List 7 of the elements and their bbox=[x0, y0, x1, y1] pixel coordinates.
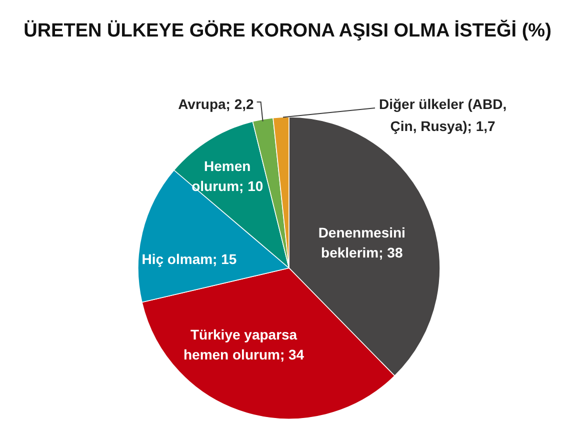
slice-label: Diğer ülkeler (ABD, Çin, Rusya); 1,7 bbox=[379, 96, 507, 134]
slice-label: Denenmesini beklerim; 38 bbox=[318, 224, 406, 261]
chart-title: ÜRETEN ÜLKEYE GÖRE KORONA AŞISI OLMA İSTEĞİ (%) bbox=[24, 20, 552, 42]
slice-label: Avrupa; 2,2 bbox=[178, 96, 254, 112]
slice-label: Hiç olmam; 15 bbox=[142, 250, 237, 267]
slice-label: Hemen olurum; 10 bbox=[192, 158, 264, 194]
slice-label: Türkiye yaparsa hemen olurum; 34 bbox=[183, 326, 304, 363]
